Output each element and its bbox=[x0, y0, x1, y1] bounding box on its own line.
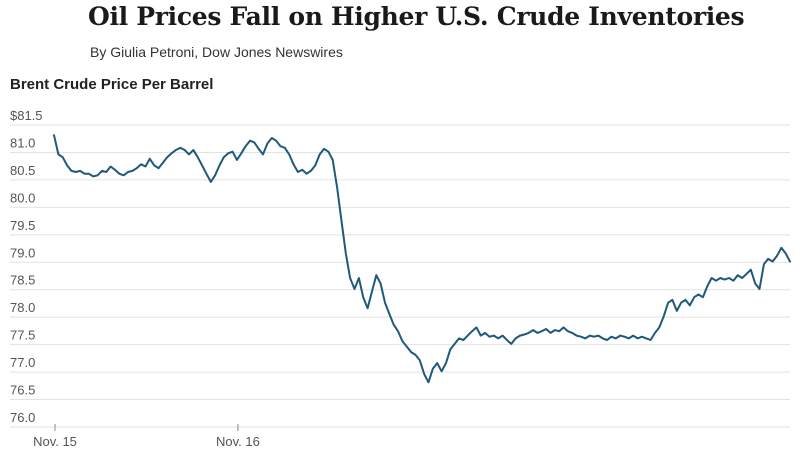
y-axis-ticks: $81.5 81.0 80.5 80.0 79.5 79.0 78.5 78.0 77.5 77.… bbox=[10, 108, 43, 425]
article-byline: By Giulia Petroni, Dow Jones Newswires bbox=[90, 44, 343, 60]
x-tick-label: Nov. 15 bbox=[33, 434, 77, 449]
y-tick-label: 78.0 bbox=[10, 300, 35, 315]
chart-title: Brent Crude Price Per Barrel bbox=[10, 76, 214, 93]
y-tick-label: 81.0 bbox=[10, 135, 35, 150]
y-tick-label: 79.5 bbox=[10, 218, 35, 233]
price-series-line bbox=[53, 134, 791, 384]
y-tick-label: 78.5 bbox=[10, 273, 35, 288]
article-headline: Oil Prices Fall on Higher U.S. Crude Inv… bbox=[88, 2, 745, 31]
x-tick-label: Nov. 16 bbox=[216, 434, 260, 449]
y-tick-label: 76.0 bbox=[10, 410, 35, 425]
y-tick-label: 77.5 bbox=[10, 328, 35, 343]
y-tick-label: 77.0 bbox=[10, 355, 35, 370]
y-tick-label: 80.5 bbox=[10, 163, 35, 178]
y-tick-label: $81.5 bbox=[10, 108, 43, 123]
y-tick-label: 76.5 bbox=[10, 383, 35, 398]
y-tick-label: 80.0 bbox=[10, 190, 35, 205]
y-tick-label: 79.0 bbox=[10, 245, 35, 260]
grid-lines bbox=[10, 124, 790, 428]
